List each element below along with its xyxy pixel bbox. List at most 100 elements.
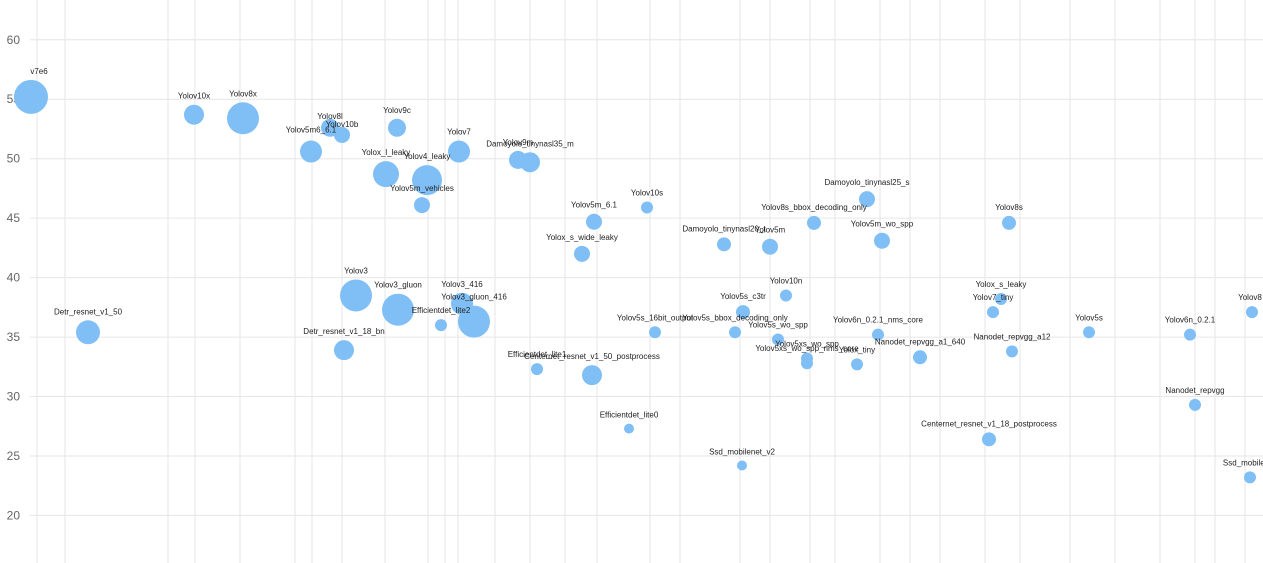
data-bubble[interactable] [762,238,778,255]
bubble-label: Yolox_s_wide_leaky [546,233,618,242]
data-bubble[interactable] [807,215,821,230]
bubble-label: Yolox_tiny [839,345,875,354]
data-bubble[interactable] [388,118,406,137]
bubble-label: Ssd_mobilenet_v2 [709,447,775,456]
data-bubble[interactable] [649,326,661,339]
bubble-label: Damoyolo_tinynasl35_m [486,139,574,148]
data-bubble[interactable] [531,363,543,376]
data-bubble[interactable] [717,237,731,252]
bubble-label: Efficientdet_lite2 [412,306,471,315]
bubble-label: Yolov3 [344,266,368,275]
bubble-label: Yolov8x [229,89,257,98]
bubble-label: Yolov10x [178,92,210,101]
data-bubble[interactable] [414,197,430,214]
data-bubble[interactable] [772,333,784,346]
horizontal-gridlines [30,39,1263,516]
data-bubble[interactable] [1244,471,1256,484]
data-bubble[interactable] [995,293,1007,306]
y-tick-label: 40 [7,271,21,285]
bubble-label: Nanodet_repvgg_a12 [974,332,1052,341]
data-bubble[interactable] [76,320,100,345]
data-bubble[interactable] [300,140,322,163]
bubble-label: Yolov8 [1238,293,1262,302]
data-bubble[interactable] [1184,328,1196,341]
bubble-label: Yolov5m_6.1 [571,201,618,210]
data-bubble[interactable] [334,126,350,143]
bubble-label: Yolov5xs_wo_spp [775,339,839,348]
data-bubble[interactable] [227,102,259,135]
bubble-label: Centernet_resnet_v1_50_postprocess [524,352,660,361]
y-tick-label: 50 [7,152,21,166]
bubble-label: Efficientdet_lite1 [508,350,567,359]
bubble-label: Yolox_l_leaky [362,148,411,157]
data-bubble[interactable] [624,423,634,434]
data-bubble[interactable] [736,305,750,320]
data-bubbles [14,79,1258,484]
bubble-label: Yolox_s_leaky [976,280,1027,289]
bubble-label: Yolov3_416 [441,280,483,289]
bubble-label: Yolov5s_16bit_output [617,313,694,322]
data-bubble[interactable] [448,140,470,163]
data-bubble[interactable] [737,460,747,471]
bubble-label: Yolov8s [995,203,1023,212]
bubble-label: Yolov6n_0.2.1 [1165,316,1216,325]
bubble-label: v7e6 [30,67,48,76]
data-bubble[interactable] [987,306,999,319]
data-bubble[interactable] [1002,215,1016,230]
bubble-label: Yolov10b [326,120,359,129]
data-bubble[interactable] [859,191,875,208]
bubble-label: Yolov9m [503,138,534,147]
bubble-label: Yolov7_tiny [973,293,1014,302]
data-bubble[interactable] [851,358,863,371]
data-bubble[interactable] [780,289,792,302]
bubble-label: Nanodet_repvgg [1165,386,1224,395]
data-bubble[interactable] [184,104,204,125]
bubble-label: Nanodet_repvgg_a1_640 [875,337,966,346]
data-bubble[interactable] [586,213,602,230]
y-tick-label: 45 [7,211,21,225]
data-bubble[interactable] [340,279,372,312]
data-bubble[interactable] [582,365,602,386]
bubble-label: Ssd_mobilen [1223,458,1263,467]
data-bubble[interactable] [729,326,741,339]
data-bubble[interactable] [641,201,653,214]
data-bubble[interactable] [1006,345,1018,358]
data-bubble[interactable] [1246,306,1258,319]
bubble-label: Yolov5m_wo_spp [851,220,914,229]
bubble-label: Yolov5s_c3tr [720,292,766,301]
data-bubble[interactable] [1189,398,1201,411]
bubble-label: Detr_resnet_v1_50 [54,307,123,316]
bubble-label: Yolov7 [447,128,471,137]
bubble-label: Yolov5m_vehicles [390,184,454,193]
bubble-label: Yolov5m6_6.1 [286,126,337,135]
data-bubble[interactable] [1083,326,1095,339]
data-bubble[interactable] [574,245,590,262]
data-bubble[interactable] [874,232,890,249]
bubble-label: Efficientdet_lite0 [600,411,659,420]
data-bubble[interactable] [334,340,354,361]
bubble-label: Yolov6n_0.2.1_nms_core [833,316,924,325]
data-bubble[interactable] [382,293,414,326]
data-bubble[interactable] [14,79,48,114]
data-bubble[interactable] [435,319,447,332]
y-tick-label: 20 [7,508,21,522]
data-bubble[interactable] [412,165,442,196]
bubble-label: Yolov5s_wo_spp [748,320,808,329]
bubble-label: Centernet_resnet_v1_18_postprocess [921,419,1057,428]
data-bubble[interactable] [801,357,813,370]
y-tick-label: 25 [7,449,21,463]
bubble-label: Yolov5s [1075,313,1103,322]
data-bubble[interactable] [913,350,927,365]
data-bubble[interactable] [373,161,399,188]
data-bubble[interactable] [520,152,540,173]
data-bubble[interactable] [872,328,884,341]
data-bubble[interactable] [982,432,996,447]
bubble-label: Yolov8l [317,112,343,121]
bubble-label: Yolov8s_bbox_decoding_only [761,203,867,212]
bubble-label: Damoyolo_tinynasl25_s [825,178,910,187]
bubble-label: Yolov10n [770,276,803,285]
data-bubble[interactable] [458,305,490,338]
